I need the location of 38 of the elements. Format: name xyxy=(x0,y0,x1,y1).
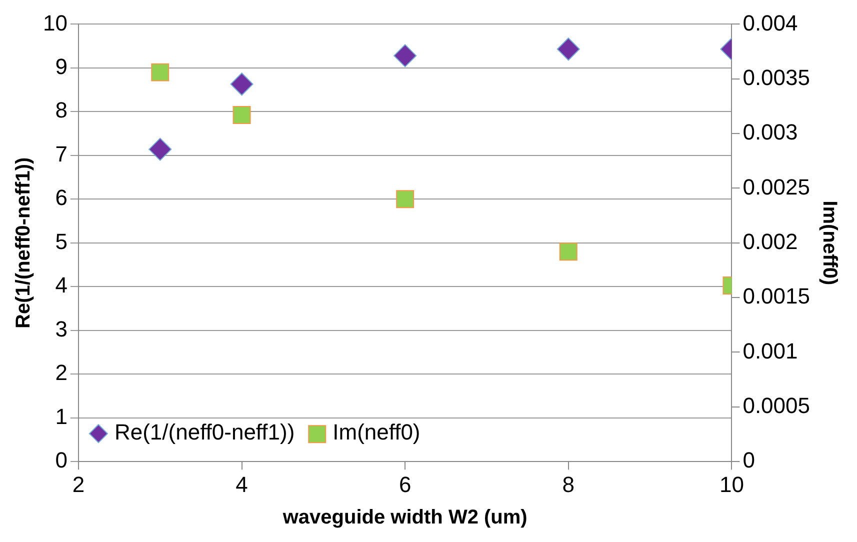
y2-tick-label: 0.0035 xyxy=(742,64,810,90)
y-tick-label: 5 xyxy=(55,228,68,254)
x-axis-title: waveguide width W2 (um) xyxy=(282,506,528,529)
y-tick-label: 3 xyxy=(55,316,68,342)
y-tick-label: 8 xyxy=(55,98,68,123)
point xyxy=(232,106,251,124)
y2-tick-label: 0.003 xyxy=(742,120,798,145)
point xyxy=(151,63,170,82)
x-tick-label: 4 xyxy=(236,472,248,497)
point xyxy=(148,138,172,161)
x-tick-label: 2 xyxy=(72,472,85,497)
y2-tick-label: 0.0015 xyxy=(742,284,810,309)
y2-tick-label: 0.0005 xyxy=(742,392,810,418)
point xyxy=(230,72,254,96)
y-tick-label: 6 xyxy=(55,185,68,210)
point xyxy=(559,242,578,261)
x-tick-label: 6 xyxy=(398,472,412,497)
y-tick-label: 7 xyxy=(55,141,68,166)
y-tick-label: 0 xyxy=(55,448,68,473)
legend-label: Re(1/(neff0-neff1)) xyxy=(114,420,295,445)
y-tick-label: 1 xyxy=(55,404,68,429)
y2-axis-title: Im(neff0) xyxy=(818,200,840,286)
point xyxy=(556,38,580,61)
y2-tick-label: 0.002 xyxy=(742,228,798,254)
y-axis-title: Re(1/(neff0-neff1)) xyxy=(12,157,35,328)
y2-tick-label: 0.004 xyxy=(742,10,798,36)
y-tick-label: 4 xyxy=(55,272,68,298)
y-tick-label: 10 xyxy=(42,10,68,36)
y-tick-label: 9 xyxy=(55,54,68,79)
y2-tick-label: 0.001 xyxy=(742,338,798,364)
y2-tick-label: 0 xyxy=(742,448,755,473)
point xyxy=(394,44,417,68)
y-tick-label: 2 xyxy=(55,360,68,386)
point xyxy=(396,190,414,208)
y2-tick-label: 0.0025 xyxy=(742,174,810,200)
x-tick-label: 8 xyxy=(562,472,575,497)
x-tick-label: 10 xyxy=(719,472,744,497)
legend-label: Im(neff0) xyxy=(332,420,420,445)
